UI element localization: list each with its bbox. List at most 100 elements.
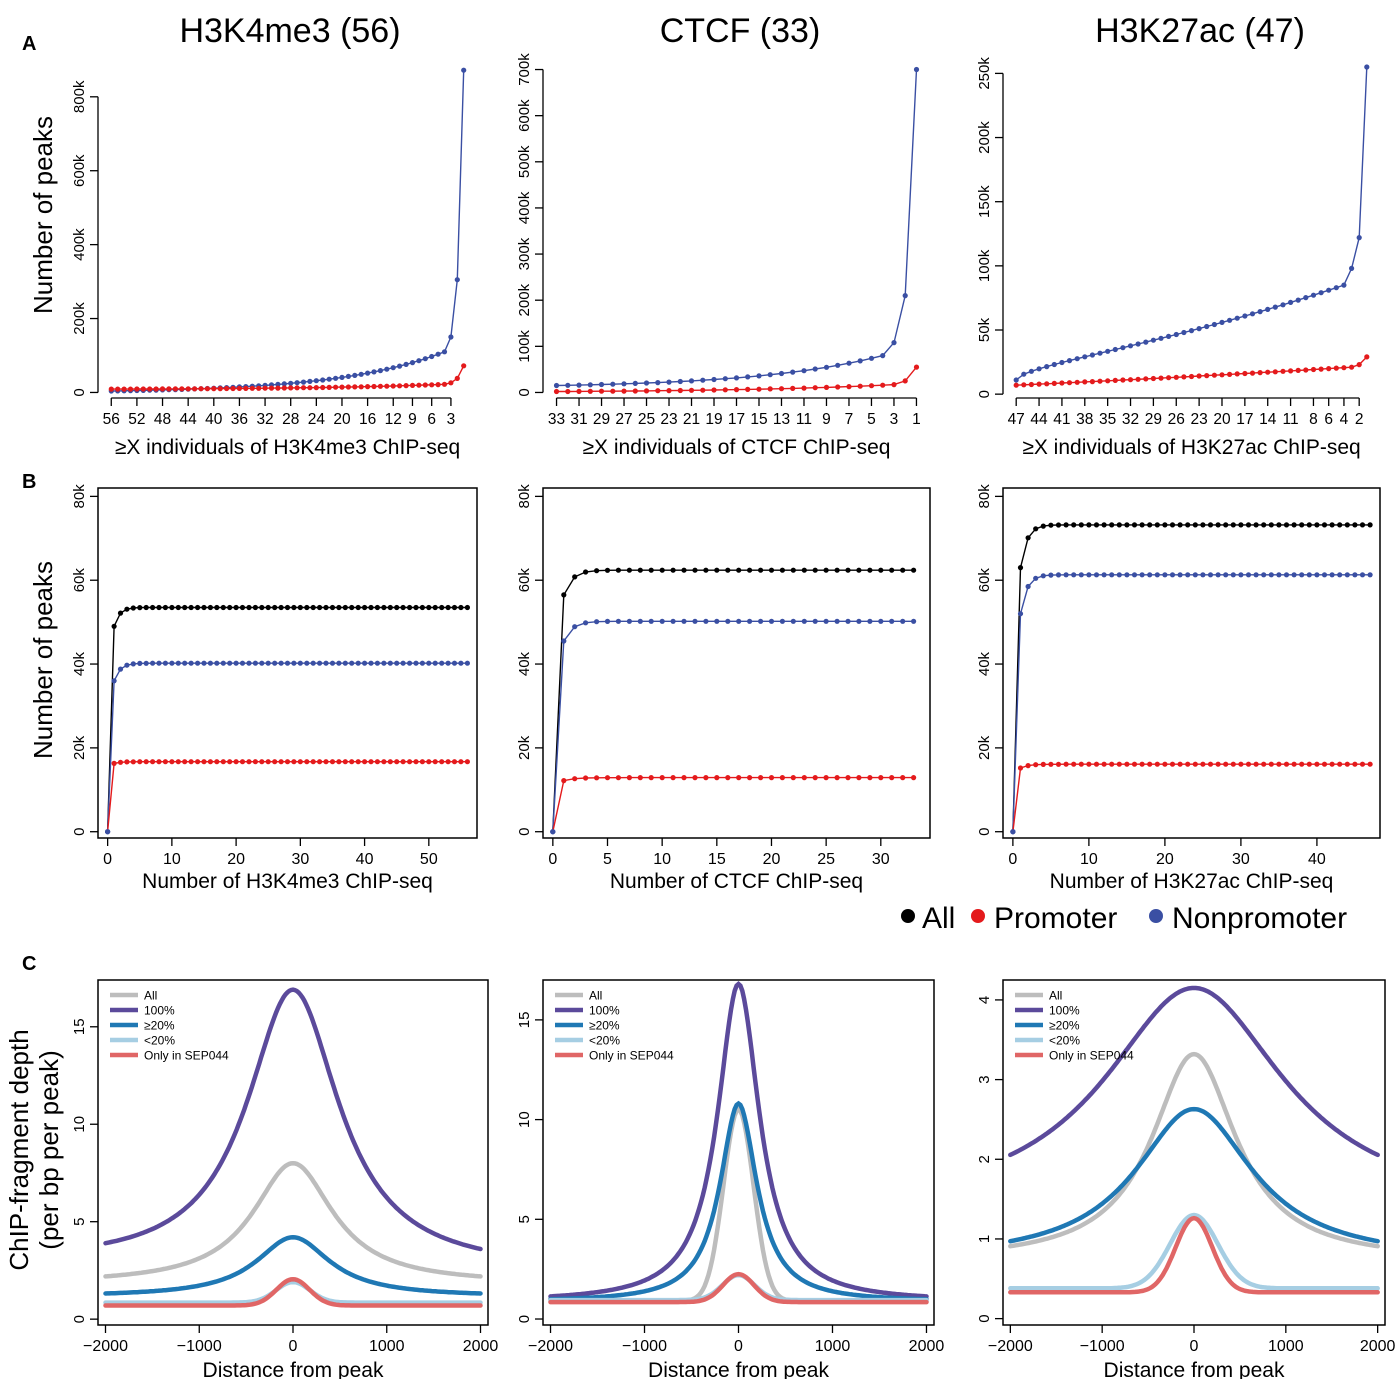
A3-point-promoter bbox=[1349, 364, 1355, 370]
B1-point-all bbox=[150, 604, 156, 611]
B2-point-all bbox=[790, 567, 796, 573]
B2-point-nonpromoter bbox=[758, 618, 764, 624]
B1-point-promoter bbox=[310, 759, 316, 765]
A3-point-nonpromoter bbox=[1066, 358, 1073, 364]
A1-point-promoter bbox=[390, 383, 396, 389]
A3-point-nonpromoter bbox=[1211, 321, 1217, 328]
A3-point-nonpromoter bbox=[1089, 352, 1095, 358]
B1-point-nonpromoter bbox=[419, 660, 425, 666]
A1-point-nonpromoter bbox=[352, 372, 358, 378]
A2-point-nonpromoter bbox=[565, 382, 571, 388]
A1-point-promoter bbox=[166, 386, 172, 392]
A1-point-promoter bbox=[275, 385, 281, 391]
B3-point-all bbox=[1207, 522, 1214, 528]
A3-point-promoter bbox=[1013, 382, 1019, 388]
C3-xtick-label: 1000 bbox=[1268, 1338, 1304, 1355]
B3-point-promoter bbox=[1329, 761, 1335, 767]
B3-point-promoter bbox=[1283, 761, 1290, 767]
panel-letter-c: C bbox=[22, 953, 36, 975]
B1-point-all bbox=[349, 604, 355, 611]
A1-point-nonpromoter bbox=[448, 334, 454, 340]
A3-point-promoter bbox=[1196, 373, 1202, 379]
A3-point-nonpromoter bbox=[1272, 304, 1278, 310]
B2-line-promoter bbox=[552, 776, 914, 832]
B2-point-nonpromoter bbox=[583, 620, 589, 626]
B1-point-all bbox=[445, 604, 451, 611]
B3-point-nonpromoter bbox=[1071, 572, 1077, 578]
B3-line-all bbox=[1012, 524, 1371, 832]
B1-point-nonpromoter bbox=[400, 660, 406, 666]
A2-point-nonpromoter bbox=[621, 381, 627, 387]
B1-point-nonpromoter bbox=[342, 660, 348, 666]
A1-xtick-label: 16 bbox=[359, 411, 376, 428]
B2-point-all bbox=[768, 567, 775, 573]
B1-point-nonpromoter bbox=[143, 660, 149, 666]
B1-point-all bbox=[368, 604, 374, 611]
A2-xtick-label: 9 bbox=[822, 411, 831, 428]
B1-point-nonpromoter bbox=[284, 660, 291, 666]
B3-point-nonpromoter bbox=[1055, 572, 1062, 578]
C1-ytick-label: 15 bbox=[71, 1018, 88, 1035]
A3-point-promoter bbox=[1234, 371, 1240, 377]
B3-point-nonpromoter bbox=[1207, 572, 1214, 578]
B3-point-nonpromoter bbox=[1306, 572, 1312, 578]
B3-point-all bbox=[1367, 522, 1373, 528]
B3-point-all bbox=[1359, 522, 1366, 528]
B1-point-nonpromoter bbox=[272, 660, 278, 666]
A2-point-promoter bbox=[587, 388, 593, 394]
B1-point-all bbox=[278, 604, 284, 611]
A1-point-promoter bbox=[429, 382, 435, 388]
C2-xtick-label: −1000 bbox=[622, 1338, 667, 1355]
B3-point-all bbox=[1177, 522, 1183, 528]
panel-letter-b: B bbox=[22, 471, 36, 493]
A1-point-nonpromoter bbox=[333, 375, 339, 381]
B3-point-all bbox=[1283, 522, 1290, 528]
B3-point-nonpromoter bbox=[1230, 572, 1236, 578]
B3-point-all bbox=[1071, 522, 1077, 528]
B3-point-promoter bbox=[1139, 761, 1145, 767]
B3-point-promoter bbox=[1352, 761, 1358, 767]
B1-point-nonpromoter bbox=[265, 660, 271, 666]
B1-point-nonpromoter bbox=[246, 660, 252, 666]
A3-point-nonpromoter bbox=[1303, 295, 1309, 301]
A3-point-promoter bbox=[1158, 375, 1164, 381]
A1-point-nonpromoter bbox=[326, 376, 332, 382]
C1-curve-c_sep044 bbox=[103, 1276, 483, 1308]
B3-point-promoter bbox=[1033, 762, 1039, 768]
A3-point-nonpromoter bbox=[1257, 309, 1263, 315]
chart-c1: 0 5 10 15 −2000 −1000 0 1000 2000 Distance from p… bbox=[71, 979, 498, 1379]
B3-point-all bbox=[1154, 522, 1160, 528]
A2-point-nonpromoter bbox=[610, 381, 616, 387]
B3-point-nonpromoter bbox=[1359, 572, 1366, 578]
A1-point-nonpromoter bbox=[384, 366, 390, 372]
B2-point-promoter bbox=[867, 775, 873, 781]
B2-point-all bbox=[703, 567, 709, 573]
B2-point-nonpromoter bbox=[812, 618, 818, 624]
A1-ytick-label: 800k bbox=[71, 80, 88, 113]
A3-point-promoter bbox=[1074, 379, 1080, 385]
B2-xtick-label: 0 bbox=[548, 851, 557, 868]
B3-point-all bbox=[1314, 522, 1320, 528]
B3-point-all bbox=[1139, 522, 1145, 528]
B2-point-nonpromoter bbox=[747, 618, 753, 624]
A1-point-nonpromoter bbox=[320, 377, 326, 383]
B2-point-promoter bbox=[900, 775, 906, 781]
B3-line-nonpromoter bbox=[1012, 574, 1371, 832]
B2-point-promoter bbox=[703, 775, 709, 781]
B1-point-all bbox=[458, 604, 464, 611]
C1-curve-c_100 bbox=[103, 987, 483, 1252]
A3-point-promoter bbox=[1326, 366, 1332, 372]
B3-point-promoter bbox=[1321, 761, 1328, 767]
A2-point-promoter bbox=[756, 386, 762, 392]
B1-point-nonpromoter bbox=[150, 660, 156, 666]
A2-point-promoter bbox=[823, 384, 830, 390]
C2-curve-c_100 bbox=[548, 980, 929, 1299]
A1-point-promoter bbox=[384, 383, 390, 389]
A2-ytick-label: 100k bbox=[516, 330, 533, 363]
B2-point-nonpromoter bbox=[594, 619, 600, 625]
B1-point-promoter bbox=[105, 829, 111, 835]
A2-point-promoter bbox=[846, 384, 852, 390]
A3-point-nonpromoter bbox=[1310, 292, 1317, 298]
B3-point-all bbox=[1147, 522, 1153, 528]
A2-point-promoter bbox=[891, 382, 897, 388]
